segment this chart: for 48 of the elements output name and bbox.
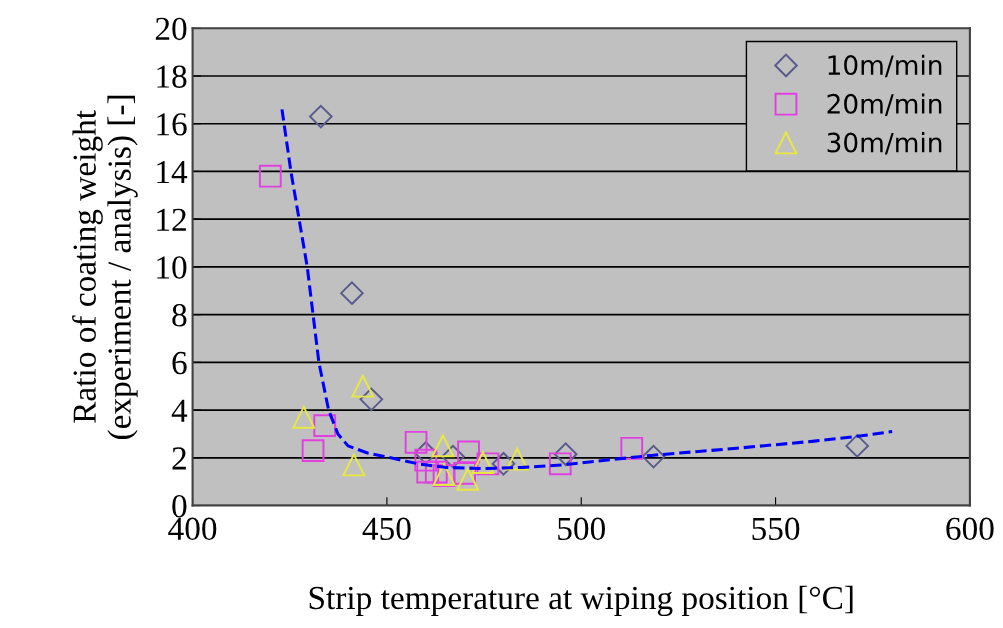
x-tick-label: 600 xyxy=(946,517,994,541)
point xyxy=(456,467,480,491)
point xyxy=(404,430,428,454)
legend-label: 10m/min xyxy=(828,54,942,78)
point xyxy=(471,451,495,474)
x-tick-label: 500 xyxy=(558,517,605,541)
y-tick-label: 12 xyxy=(157,208,186,231)
y-axis-title: Ratio of coating weight (experiment / analysis) [-] xyxy=(72,95,138,439)
y-tick-label: 4 xyxy=(171,399,188,422)
x-axis-title: Strip temperature at wiping position [°C] xyxy=(309,585,853,617)
point xyxy=(313,414,337,437)
legend-label: 30m/min xyxy=(827,132,942,155)
point xyxy=(301,439,325,463)
legend-label: 20m/min xyxy=(827,93,942,116)
y-tick-label: 14 xyxy=(157,161,188,184)
point xyxy=(292,405,316,429)
y-tick-label: 2 xyxy=(172,447,186,470)
point xyxy=(441,444,465,469)
point xyxy=(457,440,480,464)
point xyxy=(351,374,375,398)
point xyxy=(340,281,364,305)
x-tick-label: 450 xyxy=(362,517,411,541)
point xyxy=(845,434,869,458)
point xyxy=(309,104,333,129)
y-tick-label: 6 xyxy=(172,351,187,375)
y-tick-label: 8 xyxy=(172,304,187,327)
y-tick-label: 20 xyxy=(155,17,187,41)
y-tick-label: 10 xyxy=(157,256,187,279)
point xyxy=(505,447,529,471)
point xyxy=(548,452,572,476)
point xyxy=(414,448,438,472)
y-tick-label: 18 xyxy=(157,65,187,88)
x-tick-label: 550 xyxy=(752,517,800,541)
point xyxy=(342,453,366,477)
point xyxy=(620,436,644,460)
point xyxy=(491,452,516,476)
point xyxy=(424,460,448,484)
point xyxy=(476,452,500,476)
point xyxy=(453,461,477,485)
point xyxy=(431,434,455,458)
point xyxy=(641,444,666,469)
point xyxy=(553,442,578,466)
point xyxy=(258,164,282,188)
point xyxy=(416,460,440,484)
y-tick-label: 0 xyxy=(172,494,187,518)
y-tick-label: 16 xyxy=(157,113,187,136)
point xyxy=(359,387,384,412)
x-tick-label: 400 xyxy=(168,517,217,541)
